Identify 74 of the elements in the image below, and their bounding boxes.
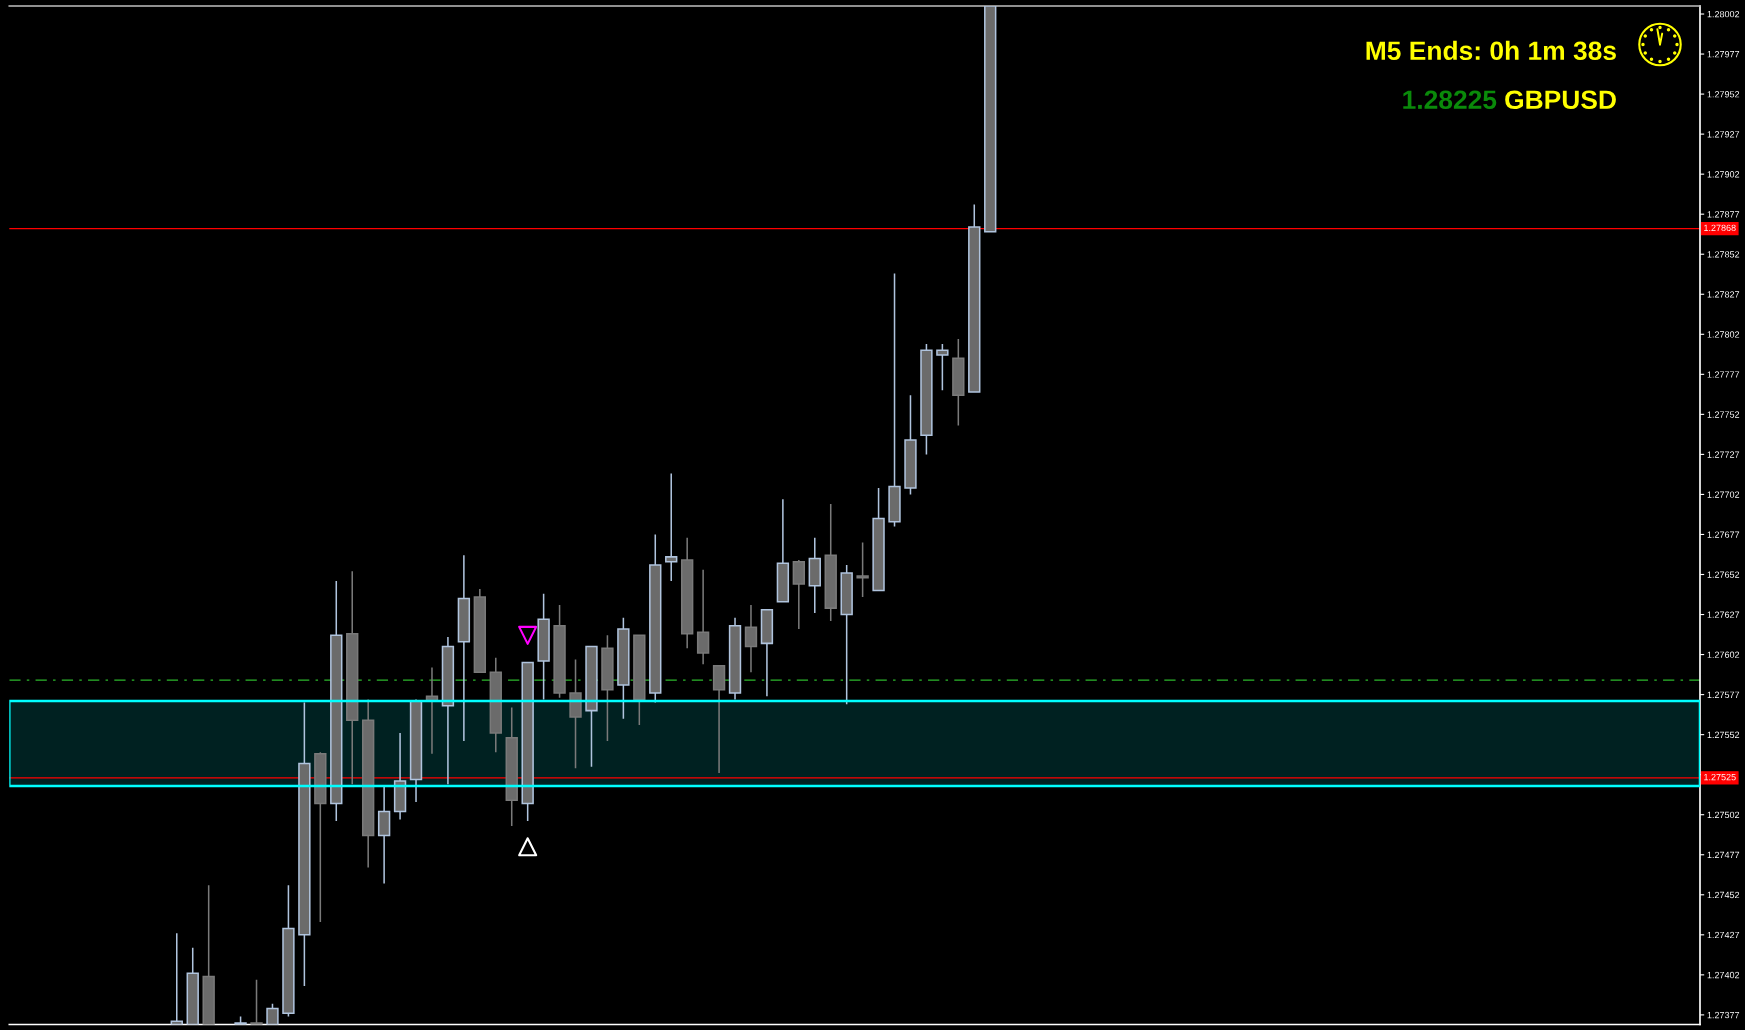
candlestick [282,884,295,1018]
y-tick-label: 1.27577 [1707,691,1740,698]
candlestick [633,634,646,726]
y-tick-label: 1.27652 [1707,571,1740,578]
candlestick [776,498,790,603]
candlestick [872,487,885,592]
candlestick [361,698,375,869]
y-tick-label: 1.27727 [1707,451,1740,458]
y-tick-label: 1.27452 [1707,891,1740,899]
y-tick-label: 1.27952 [1707,91,1740,98]
annotation: 1.28225 [1403,90,1497,110]
candlestick [601,634,614,742]
candlestick [920,343,933,456]
y-tick-label: 1.27677 [1707,531,1740,538]
candlestick [537,592,550,701]
candlestick [377,785,391,885]
annotation: M5 Ends: 0h 1m 38s [1366,40,1616,61]
y-tick-label: 1.27627 [1707,611,1740,618]
candlestick [665,472,678,582]
candlestick [984,6,997,233]
y-tick-label: 1.27802 [1707,331,1740,338]
candlestick [505,706,518,827]
y-tick-label: 1.27977 [1707,51,1740,58]
y-tick-label: 1.27477 [1707,851,1740,859]
y-tick-label: 1.27902 [1707,171,1740,178]
y-tick-label: 1.27427 [1707,931,1740,939]
candlestick [409,698,423,803]
candlestick [314,751,327,923]
y-tick-label: 1.27402 [1707,971,1740,979]
candlestick [680,536,694,649]
candlestick [330,580,343,822]
candlestick [696,568,710,665]
candlestick [521,661,534,822]
candlestick [968,203,981,393]
candlestick [266,1002,279,1025]
ref-line-label: 1.27868 [1704,224,1736,232]
y-tick-label: 1.27752 [1707,411,1740,418]
candlestick [904,394,917,496]
candlestick [824,503,837,622]
y-tick-label: 1.27777 [1707,371,1740,378]
y-tick-label: 1.27602 [1707,651,1740,658]
candlestick [393,732,407,821]
y-tick-label: 1.27852 [1707,251,1740,258]
y-tick-label: 1.27552 [1707,731,1740,738]
candlestick [186,946,199,1025]
candlestick [298,701,311,987]
y-tick-label: 1.27877 [1707,211,1740,218]
candlestick [728,616,742,701]
candlestick [553,604,566,699]
y-tick-label: 1.27377 [1707,1011,1740,1019]
candlestick [952,338,965,427]
candlestick [473,588,487,673]
candlestick [617,616,630,720]
y-tick-label: 1.27702 [1707,491,1740,498]
candlestick [744,604,758,673]
ref-line-label: 1.27525 [1704,773,1736,781]
candlestick [840,564,853,705]
candlestick [489,657,502,754]
candlestick [170,932,183,1025]
candlestick [792,559,806,630]
y-tick-label: 1.27827 [1707,291,1740,298]
candlestick [649,533,662,704]
candlestick [712,665,726,774]
candlestick [457,554,471,742]
candlestick [346,570,359,786]
candlestick [441,636,455,786]
candlestick [585,645,598,768]
candlestick [760,608,774,697]
annotation: GBPUSD [1505,90,1616,110]
y-tick-label: 1.27927 [1707,131,1740,138]
candlestick [202,884,215,1025]
y-tick-label: 1.27502 [1707,811,1740,819]
y-tick-label: 1.28002 [1707,10,1740,18]
candlestick [808,536,821,614]
